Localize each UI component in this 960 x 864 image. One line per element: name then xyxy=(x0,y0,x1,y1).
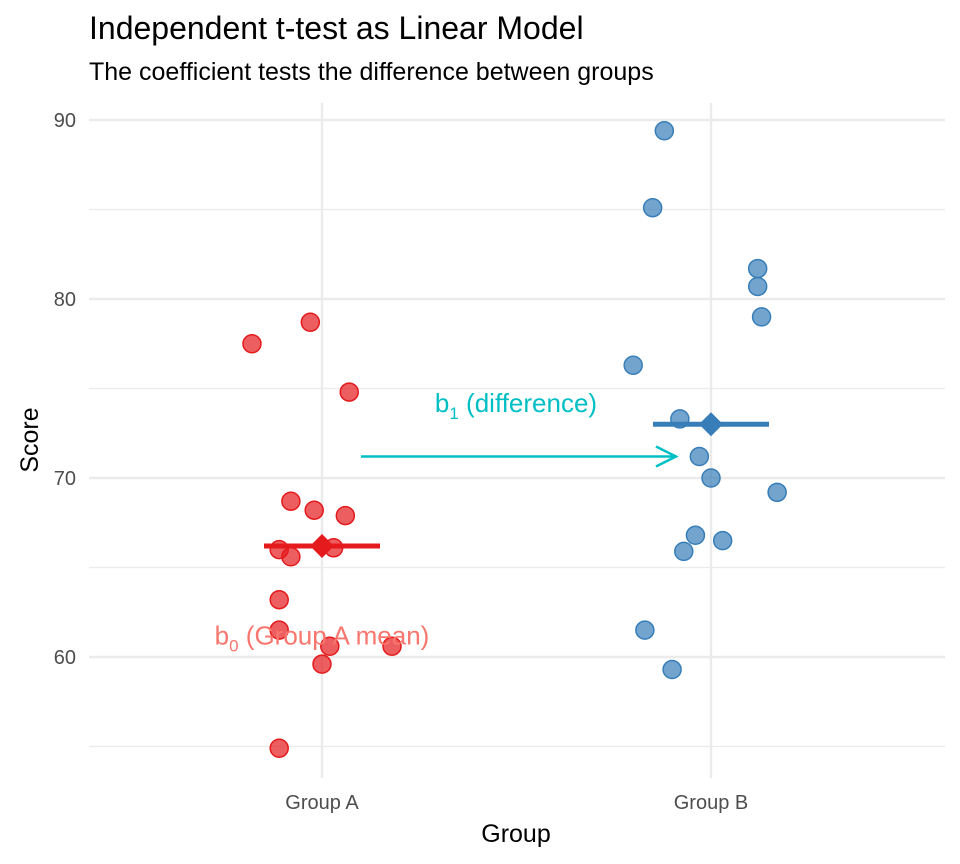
data-point xyxy=(312,654,332,674)
data-point xyxy=(674,541,694,562)
data-point xyxy=(382,636,402,657)
data-point xyxy=(751,307,772,327)
data-point xyxy=(701,468,721,488)
data-point xyxy=(269,589,289,610)
chart-title: Independent t-test as Linear Model xyxy=(89,10,584,46)
mean-marker xyxy=(699,412,723,437)
data-point xyxy=(642,197,663,218)
x-axis-title: Group xyxy=(481,820,550,848)
grid-major xyxy=(89,103,945,778)
data-point xyxy=(339,382,359,402)
data-point xyxy=(767,482,787,503)
y-tick-labels: 60 70 80 90 xyxy=(54,110,76,669)
data-points xyxy=(242,120,787,759)
data-point xyxy=(335,505,356,526)
mean-marker xyxy=(310,534,334,559)
annotations: b0 (Group A mean) b1 (difference) xyxy=(215,388,679,656)
data-point xyxy=(654,120,675,141)
annotation-b1-label: b1 (difference) xyxy=(435,388,597,423)
data-point xyxy=(662,659,682,680)
y-axis-title: Score xyxy=(16,407,44,472)
data-point xyxy=(281,547,301,567)
annotation-b0-label: b0 (Group A mean) xyxy=(215,621,430,656)
difference-arrow-head xyxy=(655,445,679,468)
data-point xyxy=(747,258,768,279)
data-point xyxy=(281,491,301,512)
data-point xyxy=(635,620,655,640)
data-point xyxy=(304,500,324,520)
data-point xyxy=(689,446,710,467)
data-point xyxy=(269,620,289,640)
data-point xyxy=(269,738,289,759)
grid-minor xyxy=(89,208,945,748)
group-means xyxy=(264,412,769,559)
data-point xyxy=(685,525,706,546)
data-point xyxy=(712,530,733,551)
y-tick-label: 60 xyxy=(54,647,76,669)
data-point xyxy=(300,312,321,333)
data-point xyxy=(320,636,340,657)
data-point xyxy=(623,355,643,375)
x-tick-labels: Group A Group B xyxy=(285,792,748,814)
y-tick-label: 70 xyxy=(54,468,76,490)
y-tick-label: 90 xyxy=(54,110,76,132)
data-point xyxy=(242,334,262,354)
x-tick-label: Group A xyxy=(285,792,359,814)
y-tick-label: 80 xyxy=(54,289,76,311)
data-point xyxy=(747,276,768,297)
x-tick-label: Group B xyxy=(674,792,748,814)
chart-subtitle: The coefficient tests the difference bet… xyxy=(89,58,654,86)
